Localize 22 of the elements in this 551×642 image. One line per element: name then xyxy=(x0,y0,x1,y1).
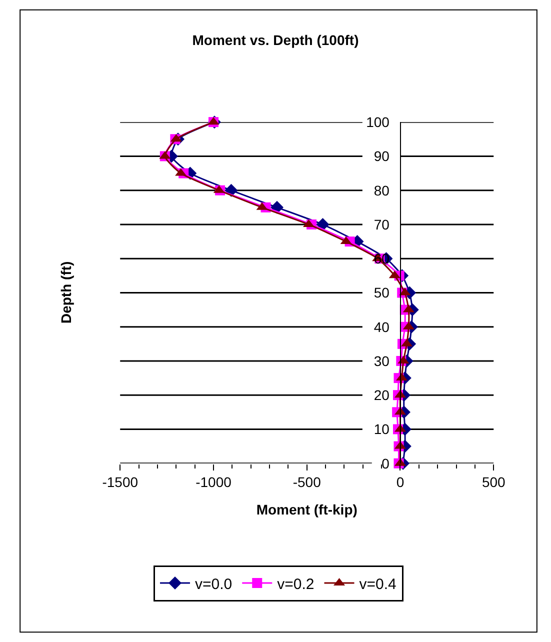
legend-label: v=0.4 xyxy=(359,576,396,593)
y-tick-label: 80 xyxy=(374,182,390,198)
y-tick-label: 30 xyxy=(374,352,390,369)
y-axis-title: Depth (ft) xyxy=(58,261,74,324)
y-tick-label: 70 xyxy=(374,216,390,232)
y-tick-label: 20 xyxy=(374,387,390,404)
x-axis-title: Moment (ft-kip) xyxy=(256,501,358,518)
x-tick-label: -1500 xyxy=(102,474,138,490)
x-tick-label: -500 xyxy=(292,474,322,490)
y-tick-label: 50 xyxy=(374,284,390,301)
chart-title: Moment vs. Depth (100ft) xyxy=(192,32,359,48)
y-tick-label: 40 xyxy=(374,318,390,335)
y-tick-label: 60 xyxy=(374,250,390,266)
y-tick-label: 90 xyxy=(374,148,390,164)
x-tick-label: -1000 xyxy=(196,474,232,490)
legend-label: v=0.0 xyxy=(195,576,232,593)
y-tick-label: 10 xyxy=(374,421,390,438)
x-tick-label: 500 xyxy=(482,474,506,490)
y-tick-label: 0 xyxy=(382,455,390,472)
x-tick-label: 0 xyxy=(396,474,404,490)
y-tick-label: 100 xyxy=(366,114,390,130)
legend-label: v=0.2 xyxy=(277,576,314,593)
